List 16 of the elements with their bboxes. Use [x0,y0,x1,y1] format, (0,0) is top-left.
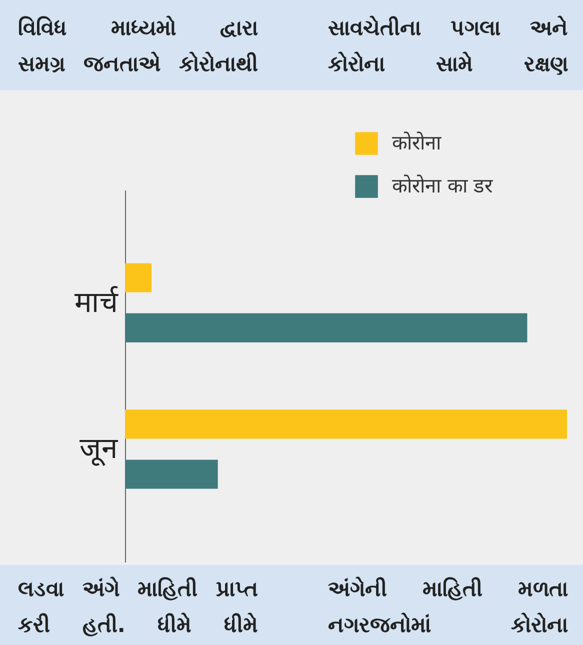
text: અંગેની માહિતી મળતા [328,576,568,603]
legend-label: कोरोना का डर [392,174,494,198]
y-tick-label: जून [80,431,118,466]
text: નગરજનોમાં કોરોના [328,612,568,639]
bar [125,460,218,489]
text: લડવા અંગે માહિતી પ્રાપ્ત [18,576,258,603]
text: કોરોના સામે રક્ષણ [328,50,568,78]
bar [125,410,567,439]
text: સમગ્ર જનતાએ કોરોનાથી [18,50,258,78]
bar [125,263,152,292]
legend-label: कोरोना [392,130,442,154]
text: વિવિધ માધ્યમો દ્વારા [18,14,258,42]
text: સાવચેતીના પગલા અને [328,14,568,42]
text: કરી હતી. ધીમે ધીમે [18,612,258,639]
bar [125,313,528,342]
y-tick-label: मार्च [74,284,118,319]
